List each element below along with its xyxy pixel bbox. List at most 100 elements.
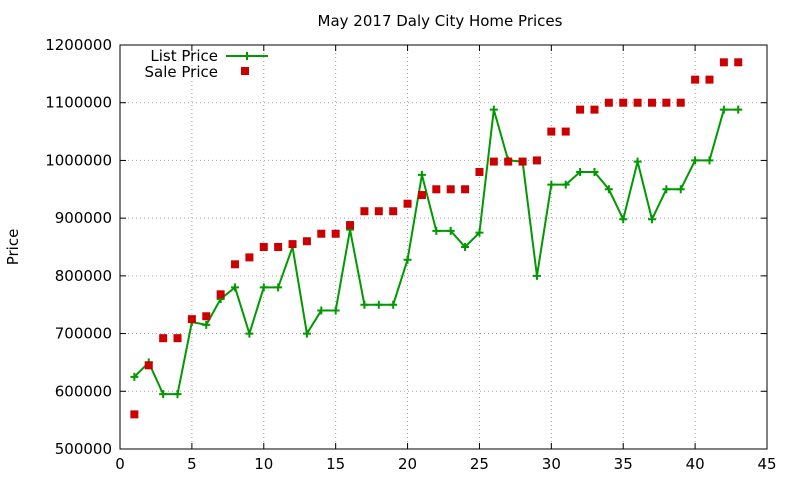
y-tick-label: 1200000 — [45, 36, 112, 54]
list-price-point — [619, 215, 628, 224]
list-price-point — [590, 167, 599, 176]
list-price-point — [676, 185, 685, 194]
y-tick-label: 1000000 — [45, 151, 112, 169]
y-tick-label: 600000 — [55, 382, 112, 400]
list-price-point — [734, 105, 743, 114]
legend-marker-sale-price — [241, 67, 249, 75]
sale-price-point — [590, 105, 599, 114]
list-price-point — [432, 226, 441, 235]
list-price-point — [173, 390, 182, 399]
sale-price-point — [647, 98, 656, 107]
sale-price-point — [561, 127, 570, 136]
x-tick-label: 45 — [757, 455, 776, 473]
sale-price-point — [619, 98, 628, 107]
sale-price-point — [734, 58, 743, 67]
sale-price-point — [173, 334, 182, 343]
list-price-point — [633, 157, 642, 166]
list-price-line — [133, 108, 739, 396]
list-price-point — [302, 329, 311, 338]
sale-price-point — [547, 127, 556, 136]
sale-price-point — [374, 207, 383, 216]
plot-frame — [119, 44, 768, 450]
list-price-point — [446, 226, 455, 235]
axis-ticks: 0 5 10 15 20 25 30 35 40 45 500000 600000 700000 8000… — [45, 36, 776, 473]
sale-price-point — [216, 290, 225, 299]
list-price-point — [403, 255, 412, 264]
list-price-point — [317, 306, 326, 315]
sale-price-point — [288, 240, 297, 249]
sale-price-point — [432, 185, 441, 194]
sale-price-point — [475, 167, 484, 176]
sale-price-point — [159, 334, 168, 343]
list-price-point — [475, 228, 484, 237]
list-price-point — [604, 185, 613, 194]
sale-price-point — [317, 229, 326, 238]
list-price-point — [532, 271, 541, 280]
x-tick-label: 5 — [187, 455, 197, 473]
sale-price-point — [403, 199, 412, 208]
legend: List Price Sale Price — [145, 47, 268, 81]
sale-price-point — [245, 253, 254, 262]
list-price-point — [202, 320, 211, 329]
x-tick-label: 40 — [686, 455, 705, 473]
sale-price-point — [676, 98, 685, 107]
sale-price-point — [274, 243, 283, 251]
series-layer — [130, 58, 743, 419]
list-price-point — [489, 105, 498, 114]
sale-price-point — [461, 185, 470, 194]
sale-price-point — [389, 207, 398, 216]
x-tick-label: 10 — [254, 455, 273, 473]
x-tick-label: 35 — [614, 455, 633, 473]
list-price-point — [389, 300, 398, 309]
sale-price-point — [576, 105, 585, 114]
sale-price-point — [417, 191, 426, 200]
x-tick-label: 25 — [470, 455, 489, 473]
sale-price-point — [633, 98, 642, 107]
list-price-point — [274, 283, 283, 292]
list-price-point — [331, 306, 340, 315]
y-tick-label: 500000 — [55, 440, 112, 458]
sale-price-point — [489, 157, 498, 166]
sale-price-point — [691, 75, 700, 84]
list-price-point — [647, 215, 656, 224]
sale-price-point — [130, 410, 139, 419]
list-price-point — [705, 156, 714, 165]
list-price-point — [374, 300, 383, 309]
sale-price-point — [331, 229, 340, 238]
list-price-point — [159, 390, 168, 399]
x-tick-label: 20 — [398, 455, 417, 473]
sale-price-point — [259, 243, 268, 251]
legend-marker-list-price — [243, 52, 251, 60]
list-price-point — [231, 283, 240, 292]
list-price-point — [130, 372, 139, 381]
list-price-point — [576, 167, 585, 176]
y-tick-label: 1100000 — [45, 94, 112, 112]
x-tick-label: 0 — [115, 455, 125, 473]
list-price-point — [417, 170, 426, 179]
sale-price-point — [518, 157, 527, 166]
x-tick-label: 15 — [326, 455, 345, 473]
list-price-point — [547, 180, 556, 189]
sale-price-point — [705, 75, 714, 84]
grid — [120, 45, 767, 449]
sale-price-point — [346, 221, 355, 230]
sale-price-point — [202, 312, 211, 321]
list-price-point — [719, 105, 728, 114]
list-price-point — [245, 329, 254, 338]
chart-title: May 2017 Daly City Home Prices — [318, 12, 563, 30]
sale-price-point — [719, 58, 728, 67]
list-price-point — [691, 156, 700, 165]
sale-price-point — [532, 156, 541, 165]
y-tick-label: 700000 — [55, 325, 112, 343]
y-axis-label: Price — [4, 229, 22, 266]
list-price-point — [662, 185, 671, 194]
x-tick-label: 30 — [542, 455, 561, 473]
sale-price-point — [504, 157, 513, 166]
sale-price-point — [446, 185, 455, 194]
legend-label-list-price: List Price — [150, 47, 218, 65]
legend-label-sale-price: Sale Price — [145, 63, 218, 81]
sale-price-point — [302, 237, 311, 246]
sale-price-point — [187, 315, 196, 324]
sale-price-point — [360, 207, 369, 216]
sale-price-point — [662, 98, 671, 107]
